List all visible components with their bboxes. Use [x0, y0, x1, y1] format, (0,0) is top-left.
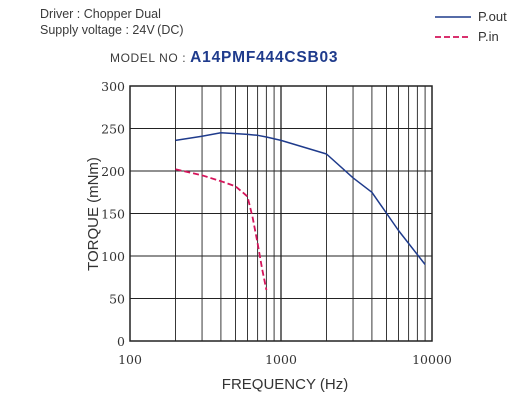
driver-label: Driver : Chopper Dual [40, 7, 161, 21]
supply-voltage-label: Supply voltage : 24V (DC) [40, 23, 184, 37]
legend-pout-label: P.out [478, 9, 507, 24]
y-tick-label: 0 [117, 334, 125, 349]
y-tick-label: 200 [101, 164, 125, 179]
model-number-label: MODEL NO : [110, 51, 191, 65]
y-tick-label: 50 [109, 292, 125, 307]
model-number-value: A14PMF444CSB03 [190, 49, 339, 66]
y-tick-label: 250 [101, 122, 125, 137]
model-number: MODEL NO : A14PMF444CSB03 [110, 49, 338, 67]
series-p-out [175, 132, 426, 265]
y-tick-label: 300 [101, 79, 125, 94]
x-tick-label: 10000 [412, 352, 452, 367]
x-tick-label: 1000 [265, 352, 297, 367]
y-tick-label: 150 [101, 207, 125, 222]
x-tick-labels: 100 1000 10000 [118, 352, 452, 367]
plot-frame [129, 85, 433, 342]
y-tick-label: 100 [101, 249, 125, 264]
legend: P.out P.in [435, 9, 507, 44]
series-lines [175, 132, 426, 291]
x-tick-label: 100 [118, 352, 142, 367]
y-tick-labels: 0 50 100 150 200 250 300 [101, 79, 125, 349]
legend-pin-label: P.in [478, 29, 499, 44]
grid-lines [130, 86, 432, 341]
x-axis-title: FREQUENCY (Hz) [222, 376, 348, 393]
y-axis-title: TORQUE (mNm) [85, 157, 102, 271]
